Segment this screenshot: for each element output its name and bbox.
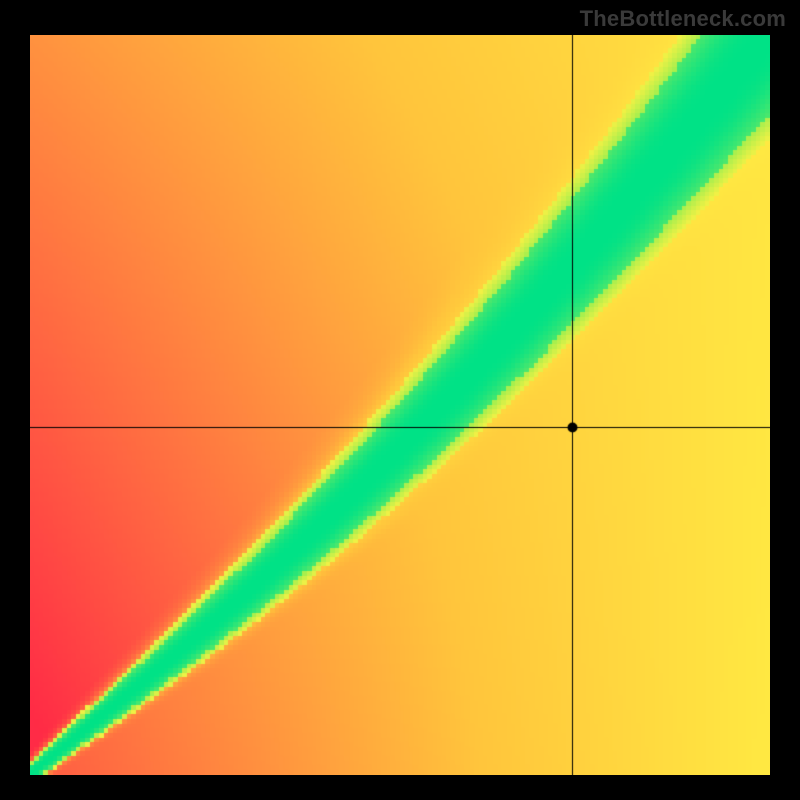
watermark-text: TheBottleneck.com [580, 6, 786, 32]
bottleneck-heatmap [30, 35, 770, 775]
